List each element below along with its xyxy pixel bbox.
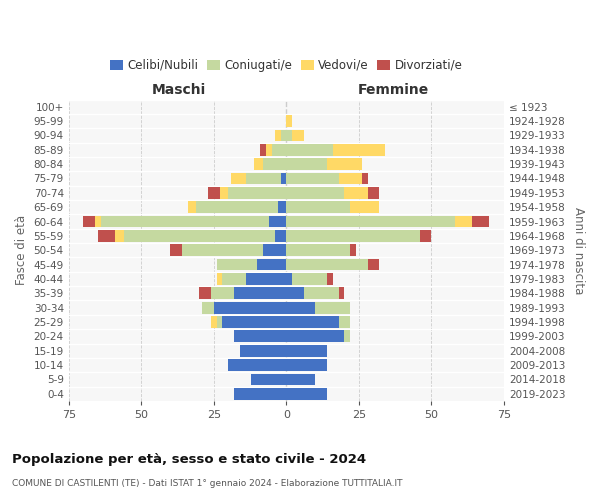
Bar bbox=[338, 288, 344, 299]
Bar bbox=[286, 158, 327, 170]
Bar bbox=[338, 172, 362, 184]
Bar bbox=[350, 202, 379, 213]
Bar bbox=[124, 230, 275, 242]
Bar bbox=[217, 273, 223, 285]
Text: Femmine: Femmine bbox=[358, 84, 429, 98]
Bar bbox=[286, 258, 368, 270]
Bar bbox=[115, 230, 124, 242]
Bar bbox=[251, 374, 286, 386]
Bar bbox=[208, 187, 220, 198]
Bar bbox=[266, 144, 272, 156]
Bar bbox=[170, 244, 182, 256]
Bar bbox=[83, 216, 95, 228]
Bar bbox=[98, 230, 115, 242]
Bar bbox=[286, 144, 333, 156]
Bar bbox=[278, 202, 286, 213]
Bar bbox=[344, 330, 350, 342]
Bar bbox=[223, 316, 286, 328]
Bar bbox=[202, 302, 214, 314]
Bar bbox=[455, 216, 472, 228]
Bar bbox=[188, 202, 196, 213]
Text: Maschi: Maschi bbox=[152, 84, 206, 98]
Y-axis label: Anni di nascita: Anni di nascita bbox=[572, 206, 585, 294]
Bar bbox=[286, 244, 350, 256]
Bar bbox=[472, 216, 490, 228]
Bar bbox=[199, 288, 211, 299]
Bar bbox=[234, 330, 286, 342]
Bar bbox=[211, 316, 217, 328]
Bar bbox=[275, 230, 286, 242]
Bar bbox=[350, 244, 356, 256]
Bar bbox=[211, 288, 234, 299]
Bar bbox=[286, 172, 338, 184]
Bar bbox=[234, 388, 286, 400]
Bar bbox=[281, 130, 286, 141]
Bar bbox=[275, 130, 281, 141]
Bar bbox=[254, 158, 263, 170]
Bar bbox=[182, 244, 263, 256]
Bar bbox=[214, 302, 286, 314]
Bar bbox=[269, 216, 286, 228]
Bar bbox=[286, 115, 292, 127]
Bar bbox=[228, 187, 286, 198]
Legend: Celibi/Nubili, Coniugati/e, Vedovi/e, Divorziati/e: Celibi/Nubili, Coniugati/e, Vedovi/e, Di… bbox=[105, 54, 467, 76]
Bar bbox=[420, 230, 431, 242]
Bar bbox=[263, 244, 286, 256]
Bar bbox=[240, 345, 286, 356]
Bar bbox=[286, 374, 316, 386]
Text: Popolazione per età, sesso e stato civile - 2024: Popolazione per età, sesso e stato civil… bbox=[12, 452, 366, 466]
Bar bbox=[286, 230, 420, 242]
Bar bbox=[344, 187, 368, 198]
Bar bbox=[286, 288, 304, 299]
Bar bbox=[286, 187, 344, 198]
Bar bbox=[368, 187, 379, 198]
Bar bbox=[327, 158, 362, 170]
Bar bbox=[286, 273, 292, 285]
Bar bbox=[231, 172, 245, 184]
Bar bbox=[304, 288, 338, 299]
Bar bbox=[286, 345, 327, 356]
Bar bbox=[292, 130, 304, 141]
Bar bbox=[338, 316, 350, 328]
Bar bbox=[223, 273, 245, 285]
Bar bbox=[292, 273, 327, 285]
Bar bbox=[257, 258, 286, 270]
Bar bbox=[217, 316, 223, 328]
Bar bbox=[333, 144, 385, 156]
Y-axis label: Fasce di età: Fasce di età bbox=[15, 215, 28, 286]
Bar bbox=[362, 172, 368, 184]
Bar bbox=[281, 172, 286, 184]
Bar bbox=[245, 172, 281, 184]
Bar bbox=[95, 216, 101, 228]
Bar bbox=[286, 216, 455, 228]
Bar bbox=[368, 258, 379, 270]
Bar bbox=[286, 316, 338, 328]
Bar bbox=[234, 288, 286, 299]
Bar bbox=[245, 273, 286, 285]
Bar bbox=[286, 302, 316, 314]
Bar bbox=[286, 330, 344, 342]
Bar bbox=[327, 273, 333, 285]
Bar bbox=[263, 158, 286, 170]
Bar bbox=[260, 144, 266, 156]
Bar bbox=[228, 359, 286, 371]
Bar bbox=[286, 202, 350, 213]
Bar bbox=[220, 187, 228, 198]
Text: COMUNE DI CASTILENTI (TE) - Dati ISTAT 1° gennaio 2024 - Elaborazione TUTTITALIA: COMUNE DI CASTILENTI (TE) - Dati ISTAT 1… bbox=[12, 479, 403, 488]
Bar bbox=[316, 302, 350, 314]
Bar bbox=[286, 130, 292, 141]
Bar bbox=[286, 388, 327, 400]
Bar bbox=[217, 258, 257, 270]
Bar bbox=[272, 144, 286, 156]
Bar bbox=[101, 216, 269, 228]
Bar bbox=[286, 359, 327, 371]
Bar bbox=[196, 202, 278, 213]
